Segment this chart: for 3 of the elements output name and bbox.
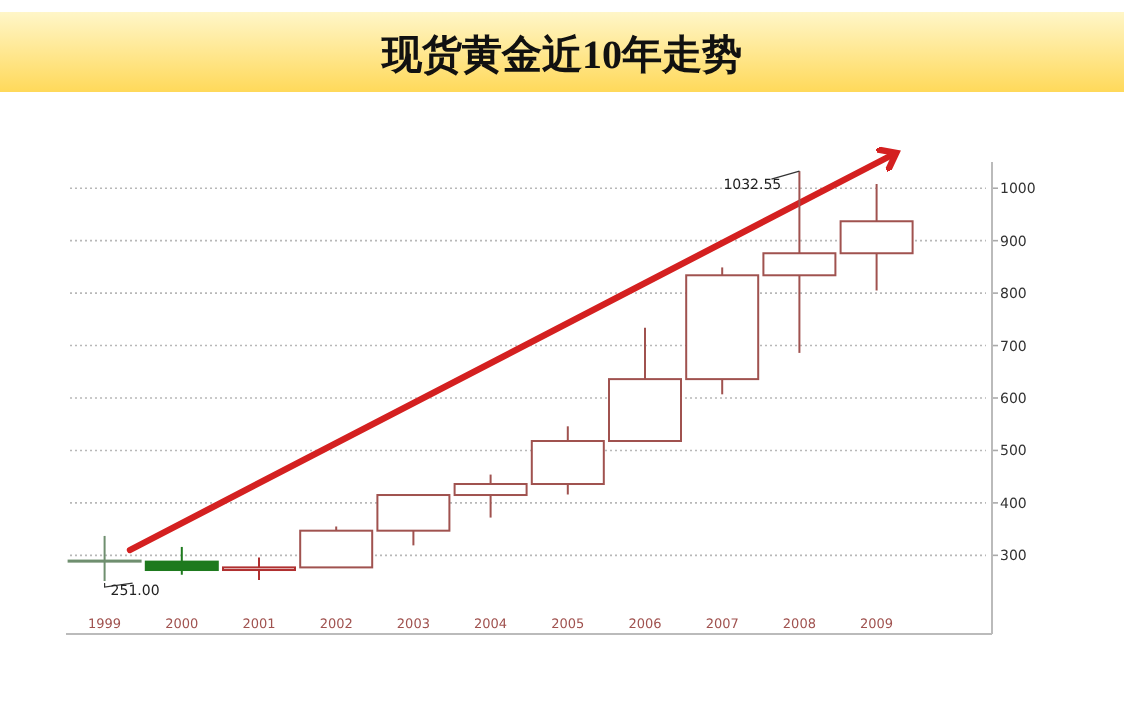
candlestick <box>67 534 142 583</box>
candlestick <box>144 545 219 576</box>
chart-title: 现货黄金近10年走势 <box>380 32 742 78</box>
